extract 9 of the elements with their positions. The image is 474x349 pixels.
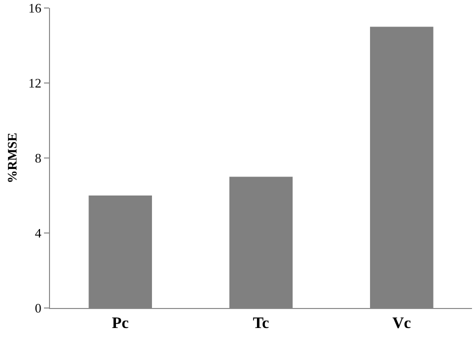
- y-tick-label: 8: [34, 150, 42, 166]
- x-tick-label: Vc: [392, 315, 411, 332]
- y-tick-label: 4: [34, 226, 42, 241]
- x-tick-label: Tc: [252, 315, 270, 332]
- y-axis-title: %RMSE: [4, 132, 20, 184]
- x-tick-label: Pc: [112, 315, 129, 332]
- y-tick-label: 0: [34, 300, 42, 316]
- y-tick-label: 16: [28, 0, 42, 16]
- y-tick-label: 12: [28, 76, 42, 91]
